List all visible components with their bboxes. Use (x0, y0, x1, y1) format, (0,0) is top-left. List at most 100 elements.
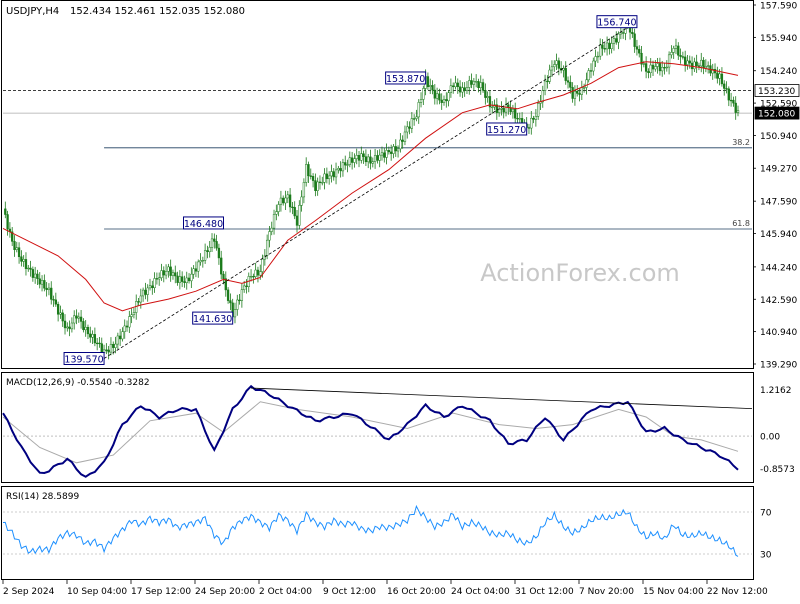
candle-body (194, 268, 198, 272)
rsi-line (2, 504, 739, 557)
candle-body (11, 231, 14, 242)
candle-body (725, 88, 728, 90)
candle-body (305, 164, 308, 183)
candle-body (355, 155, 358, 159)
price-annotation: 151.270 (487, 125, 526, 136)
candle-body (686, 60, 689, 65)
candle-body (605, 42, 609, 50)
candle-body (178, 276, 182, 283)
candle-body (236, 299, 239, 310)
time-axis-label: 17 Sep 12:00 (131, 587, 191, 597)
candle-body (589, 70, 593, 72)
candle-body (268, 231, 271, 241)
candle-body (213, 238, 216, 242)
candle-body (13, 241, 16, 250)
candle-body (543, 80, 547, 91)
candle-body (160, 270, 163, 278)
candle-body (378, 154, 381, 161)
candle-body (580, 87, 583, 95)
candle-body (323, 173, 326, 183)
candle-body (566, 80, 570, 83)
candle-body (79, 316, 83, 322)
candle-body (203, 250, 207, 261)
candle-body (254, 269, 257, 277)
candle-body (470, 80, 473, 85)
candle-body (224, 278, 227, 291)
candle-body (679, 55, 682, 57)
candle-body (461, 87, 464, 93)
rsi-title: RSI(14) 28.5899 (6, 492, 79, 502)
candle-body (622, 32, 625, 34)
candle-body (463, 87, 466, 91)
candle-body (555, 60, 558, 65)
candle-body (603, 48, 606, 50)
candle-body (91, 334, 94, 338)
candle-body (47, 287, 51, 291)
macd-title: MACD(12,26,9) -0.5540 -0.3282 (6, 378, 150, 388)
time-axis-label: 22 Nov 12:00 (707, 587, 768, 597)
candle-body (158, 277, 161, 280)
macd-axis-label: -0.8573 (760, 465, 795, 475)
candle-body (481, 82, 485, 91)
price-axis-label: 140.940 (760, 328, 797, 338)
candle-body (307, 164, 310, 177)
price-annotation: 153.870 (386, 74, 425, 85)
candle-body (217, 247, 221, 259)
candle-body (185, 277, 188, 283)
price-title: USDJPY,H4 (6, 6, 59, 17)
candle-body (52, 299, 55, 301)
candle-body (121, 331, 124, 340)
candle-body (518, 118, 521, 120)
price-line-tag-label: 153.230 (758, 87, 795, 97)
candle-body (546, 80, 549, 83)
price-annotation-box (183, 216, 224, 230)
candle-body (24, 259, 28, 269)
candle-body (300, 196, 303, 206)
candle-body (86, 327, 90, 335)
candle-body (608, 42, 611, 49)
candle-body (440, 99, 443, 103)
candle-body (576, 90, 579, 94)
candle-body (116, 335, 119, 345)
candle-body (649, 64, 652, 73)
candle-body (63, 320, 67, 329)
candle-body (720, 73, 724, 85)
candle-body (348, 157, 351, 165)
candle-body (162, 270, 165, 276)
candle-body (240, 289, 244, 301)
candle-body (334, 169, 338, 178)
price-annotation: 141.630 (193, 314, 232, 325)
candle-body (233, 309, 237, 318)
candle-body (647, 71, 650, 73)
candle-body (431, 85, 434, 91)
candle-body (288, 194, 292, 208)
candle-body (339, 168, 342, 172)
time-axis-label: 16 Oct 20:00 (387, 587, 446, 597)
candle-body (125, 325, 129, 328)
price-axis-label: 147.590 (760, 198, 797, 208)
candle-body (346, 164, 349, 166)
candle-body (82, 321, 85, 331)
candle-body (656, 63, 659, 67)
time-axis-label: 15 Nov 04:00 (643, 587, 704, 597)
price-axis-label: 150.940 (760, 132, 797, 142)
candle-body (105, 349, 108, 351)
price-axis-label: 142.590 (760, 296, 797, 306)
candle-body (206, 250, 209, 252)
candle-body (208, 247, 211, 252)
candle-body (578, 93, 581, 95)
price-axis-label: 154.240 (760, 67, 797, 77)
candle-body (350, 157, 354, 163)
candle-body (631, 31, 634, 35)
time-axis-label: 2 Sep 2024 (3, 587, 55, 597)
candle-body (73, 315, 76, 324)
candle-body (422, 88, 425, 100)
candle-body (61, 312, 64, 322)
candle-body (486, 96, 489, 98)
candle-body (344, 162, 347, 166)
candle-body (385, 150, 388, 158)
candle-body (380, 152, 384, 156)
candle-body (146, 287, 149, 295)
